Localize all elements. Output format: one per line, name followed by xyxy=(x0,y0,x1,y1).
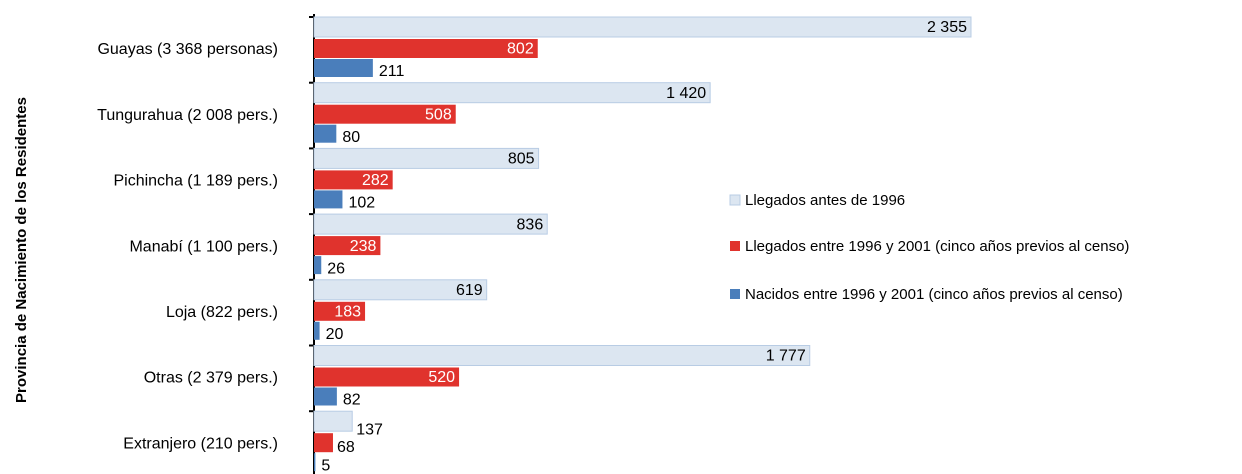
value-label: 68 xyxy=(337,439,355,456)
value-label: 5 xyxy=(321,457,330,474)
bar xyxy=(314,433,333,453)
bar xyxy=(314,301,366,321)
bar xyxy=(313,82,711,104)
bar xyxy=(314,367,460,387)
bar xyxy=(314,453,316,472)
value-label: 520 xyxy=(428,369,455,386)
category-label: Pichincha (1 189 pers.) xyxy=(113,173,278,190)
value-label: 2 355 xyxy=(927,19,967,36)
value-label: 508 xyxy=(425,106,452,123)
bar xyxy=(314,387,337,406)
category-label: Manabí (1 100 pers.) xyxy=(129,238,278,255)
value-label: 80 xyxy=(342,129,360,146)
value-label: 211 xyxy=(379,63,405,80)
bar xyxy=(313,213,548,235)
legend-swatch xyxy=(729,194,741,206)
value-label: 20 xyxy=(326,326,344,343)
value-label: 183 xyxy=(334,304,361,321)
y-axis-label: Provincia de Nacimiento de los Residente… xyxy=(13,97,30,403)
bar xyxy=(314,170,393,190)
legend-swatch xyxy=(730,241,740,251)
bar xyxy=(313,410,353,432)
category-label: Tungurahua (2 008 pers.) xyxy=(97,107,278,124)
category-label: Guayas (3 368 personas) xyxy=(97,41,278,58)
legend-swatch xyxy=(730,289,740,299)
bar xyxy=(314,321,320,340)
value-label: 137 xyxy=(356,421,383,438)
value-label: 82 xyxy=(343,392,361,409)
bar xyxy=(313,279,488,301)
value-label: 805 xyxy=(508,151,535,168)
value-label: 102 xyxy=(348,195,375,212)
bar xyxy=(313,345,811,366)
category-label: Loja (822 pers.) xyxy=(166,304,278,321)
value-label: 1 777 xyxy=(766,348,806,365)
category-label: Otras (2 379 pers.) xyxy=(144,370,278,387)
bar xyxy=(314,190,343,209)
legend-label: Nacidos entre 1996 y 2001 (cinco años pr… xyxy=(745,286,1123,303)
legend-label: Llegados antes de 1996 xyxy=(745,192,905,209)
bar xyxy=(314,236,381,256)
value-label: 1 420 xyxy=(666,85,706,102)
legend-label: Llegados entre 1996 y 2001 (cinco años p… xyxy=(745,238,1129,255)
value-label: 802 xyxy=(507,41,534,58)
bar xyxy=(314,104,456,124)
bar xyxy=(314,124,337,143)
bar xyxy=(314,59,373,77)
category-label: Extranjero (210 pers.) xyxy=(123,435,278,452)
bar xyxy=(313,16,972,38)
bar xyxy=(314,39,538,58)
value-label: 836 xyxy=(517,216,544,233)
bar xyxy=(313,147,540,169)
value-label: 26 xyxy=(327,260,345,277)
value-label: 619 xyxy=(456,282,483,299)
value-label: 282 xyxy=(362,172,389,189)
bar xyxy=(314,256,322,275)
value-label: 238 xyxy=(350,238,377,255)
